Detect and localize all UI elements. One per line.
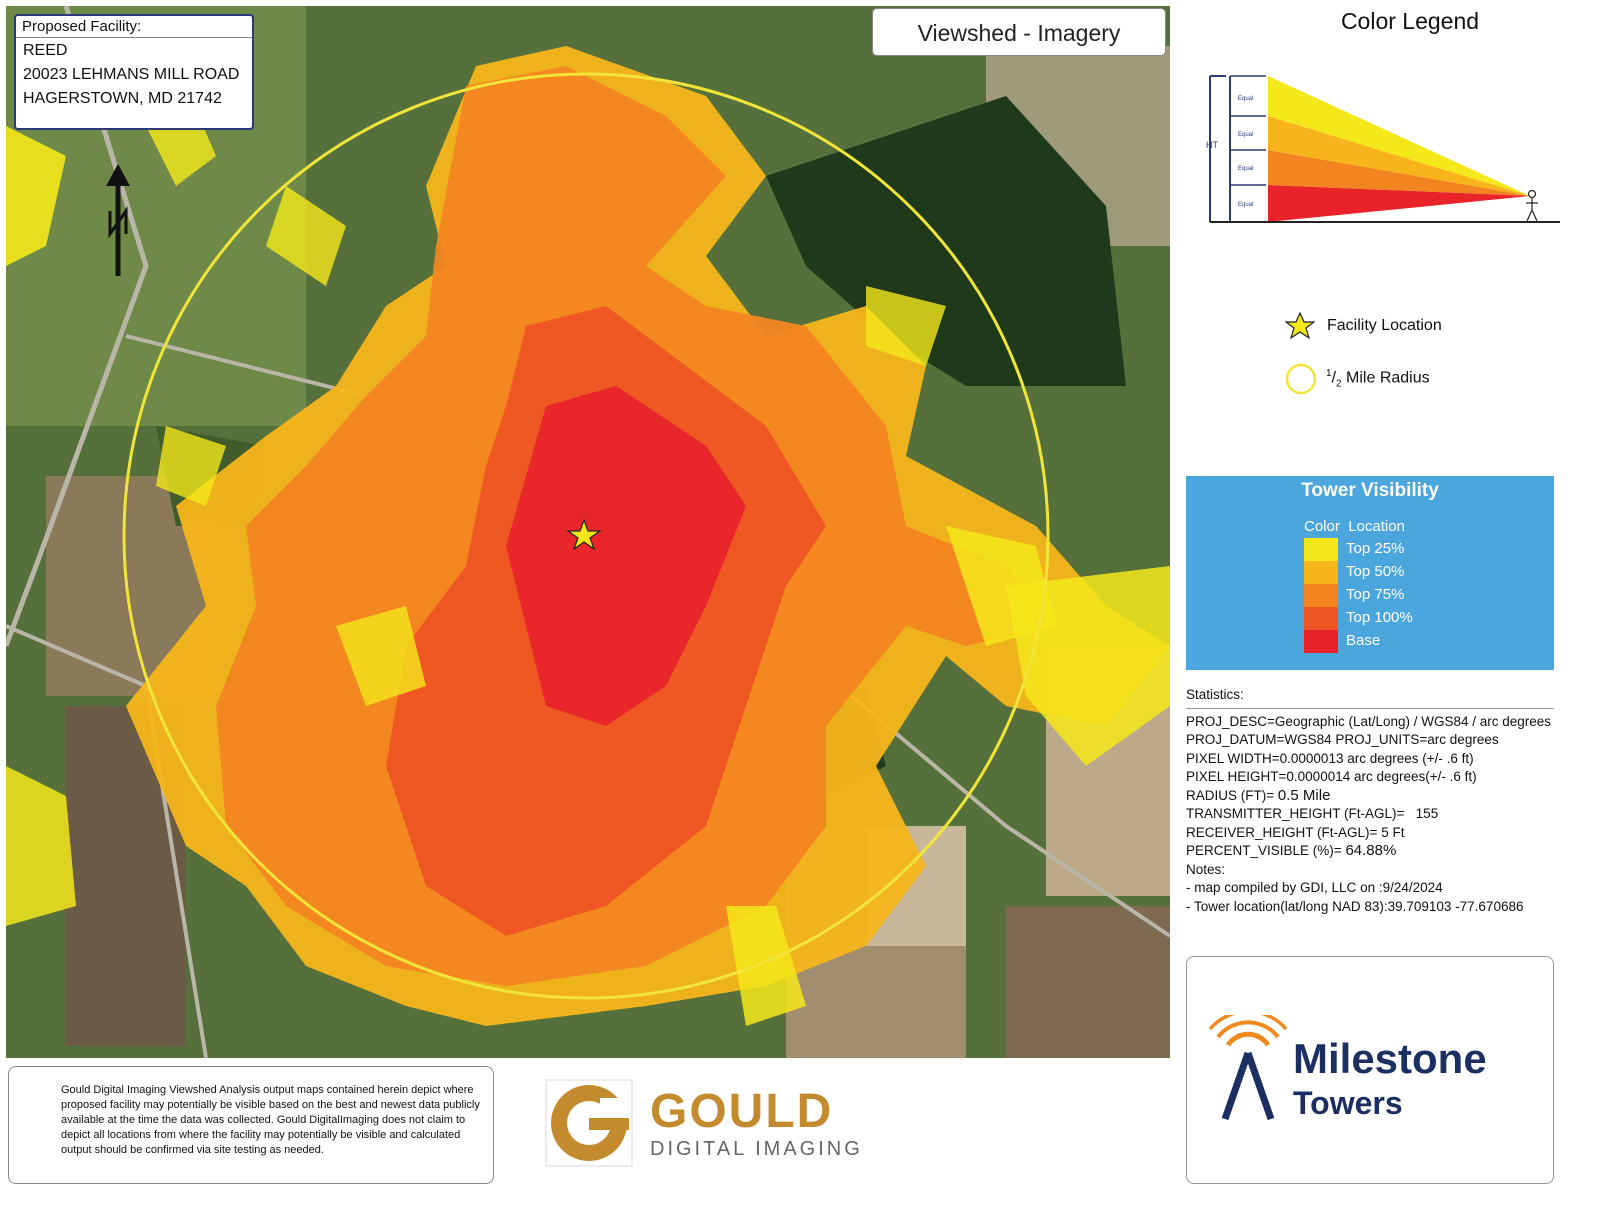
- map-title: Viewshed - Imagery: [872, 8, 1166, 56]
- receiver-height-stat: RECEIVER_HEIGHT (Ft-AGL)= 5 Ft: [1186, 824, 1405, 840]
- forest-patch: [766, 96, 1126, 386]
- observer-icon: [1526, 189, 1538, 222]
- radius-label: 1/2 Mile Radius: [1326, 368, 1430, 390]
- facility-name: REED: [23, 42, 68, 59]
- facility-city: HAGERSTOWN, MD 21742: [23, 90, 222, 107]
- visibility-swatch: [1304, 538, 1338, 561]
- facility-heading: Proposed Facility:: [16, 16, 252, 38]
- half-mile-radius-circle: [122, 72, 1050, 1000]
- color-legend-title: Color Legend: [1340, 8, 1480, 34]
- legend-facility-location: Facility Location: [1285, 312, 1442, 340]
- vis-col-headers: Color Location: [1304, 518, 1405, 535]
- radius-stat: RADIUS (FT)= 0.5 Mile: [1186, 786, 1331, 804]
- viewshed-base: [506, 386, 746, 726]
- percent-visible-stat: PERCENT_VISIBLE (%)= 64.88%: [1186, 842, 1397, 859]
- svg-text:Equal: Equal: [1238, 132, 1253, 138]
- height-label: HT: [1206, 140, 1218, 150]
- milestone-tower-icon: [1208, 1015, 1288, 1121]
- viewshed-map[interactable]: Proposed Facility: REED 20023 LEHMANS MI…: [6, 6, 1170, 1058]
- gould-wordmark: GOULD: [650, 1085, 834, 1138]
- visibility-diagram: HT Equal Equal Equal Equal: [1206, 75, 1560, 223]
- disclaimer-box: Gould Digital Imaging Viewshed Analysis …: [8, 1066, 494, 1184]
- tower-visibility-panel: Tower Visibility Color Location Top 25% T…: [1186, 476, 1554, 670]
- milestone-logo-box: Milestone Towers: [1186, 956, 1554, 1184]
- gould-subtitle: DIGITAL IMAGING: [650, 1138, 863, 1160]
- svg-text:Equal: Equal: [1238, 96, 1253, 102]
- visibility-label: Top 75%: [1346, 586, 1405, 603]
- tower-visibility-title: Tower Visibility: [1301, 480, 1439, 501]
- towers-wordmark: Towers: [1293, 1085, 1403, 1121]
- gould-logo: GOULD DIGITAL IMAGING: [544, 1078, 874, 1168]
- north-arrow-icon: [106, 164, 130, 276]
- transmitter-height-stat: TRANSMITTER_HEIGHT (Ft-AGL)= 155: [1186, 806, 1439, 821]
- visibility-label: Base: [1346, 632, 1381, 649]
- visibility-swatch: [1304, 584, 1338, 607]
- facility-street: 20023 LEHMANS MILL ROAD: [23, 66, 240, 83]
- milestone-wordmark: Milestone: [1293, 1035, 1487, 1082]
- pixel-width: PIXEL WIDTH=0.0000013 arc degrees (+/- .…: [1186, 750, 1474, 766]
- visibility-label: Top 50%: [1346, 563, 1405, 580]
- radius-circle-icon: [1285, 363, 1317, 395]
- svg-text:Equal: Equal: [1238, 202, 1253, 208]
- proj-desc: PROJ_DESC=Geographic (Lat/Long) / WGS84 …: [1186, 713, 1552, 729]
- gould-g-icon: [545, 1079, 633, 1167]
- svg-text:Equal: Equal: [1238, 166, 1253, 172]
- statistics-panel: Statistics: PROJ_DESC=Geographic (Lat/Lo…: [1186, 686, 1566, 916]
- facility-location-label: Facility Location: [1327, 317, 1442, 334]
- visibility-label: Top 100%: [1346, 609, 1413, 626]
- visibility-label: Top 25%: [1346, 540, 1405, 557]
- visibility-swatch: [1304, 561, 1338, 584]
- proj-datum: PROJ_DATUM=WGS84 PROJ_UNITS=arc degrees: [1186, 732, 1499, 747]
- pixel-height: PIXEL HEIGHT=0.0000014 arc degrees(+/- .…: [1186, 769, 1477, 784]
- facility-star-icon[interactable]: [566, 518, 602, 551]
- note-compiled: - map compiled by GDI, LLC on :9/24/2024: [1186, 880, 1443, 895]
- aerial-imagery: [6, 6, 1170, 1058]
- proposed-facility-box: Proposed Facility: REED 20023 LEHMANS MI…: [14, 14, 254, 130]
- notes-heading: Notes:: [1186, 861, 1226, 877]
- statistics-heading: Statistics:: [1186, 687, 1244, 702]
- visibility-swatch: [1304, 607, 1338, 630]
- legend-radius: 1/2 Mile Radius: [1284, 362, 1430, 396]
- star-icon: [1285, 312, 1315, 340]
- visibility-swatch: [1304, 630, 1338, 653]
- note-tower-location: - Tower location(lat/long NAD 83):39.709…: [1186, 898, 1524, 914]
